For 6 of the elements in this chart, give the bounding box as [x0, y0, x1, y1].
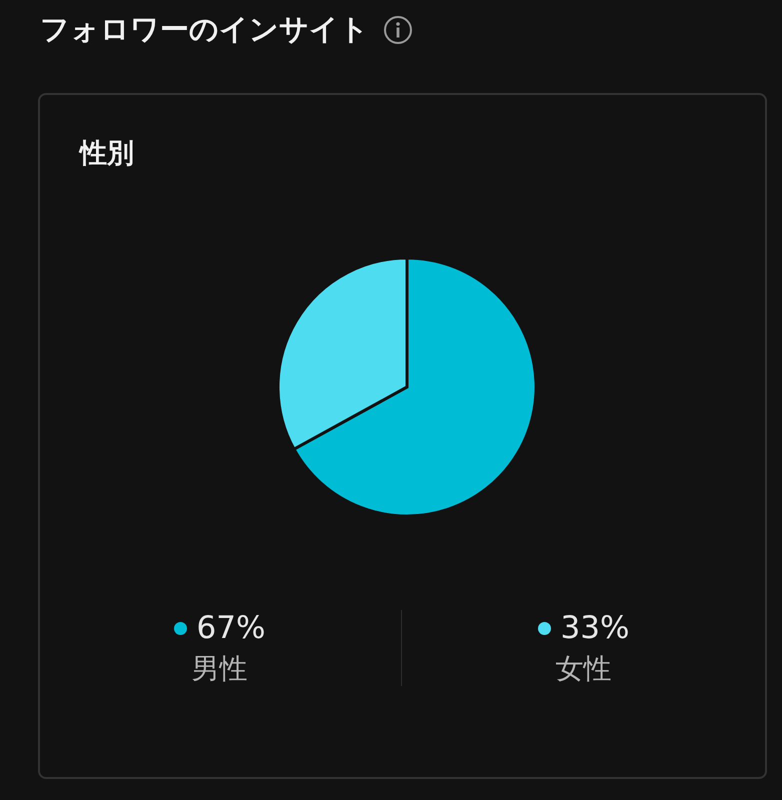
data-label: 33%: [560, 610, 630, 646]
data-label: 67%: [196, 610, 266, 646]
chart-subtitle: 性別: [80, 137, 134, 171]
chart-title: フォロワーのインサイト: [40, 11, 369, 48]
legend-label: 女性: [556, 651, 612, 687]
legend-label: 男性: [192, 651, 248, 687]
